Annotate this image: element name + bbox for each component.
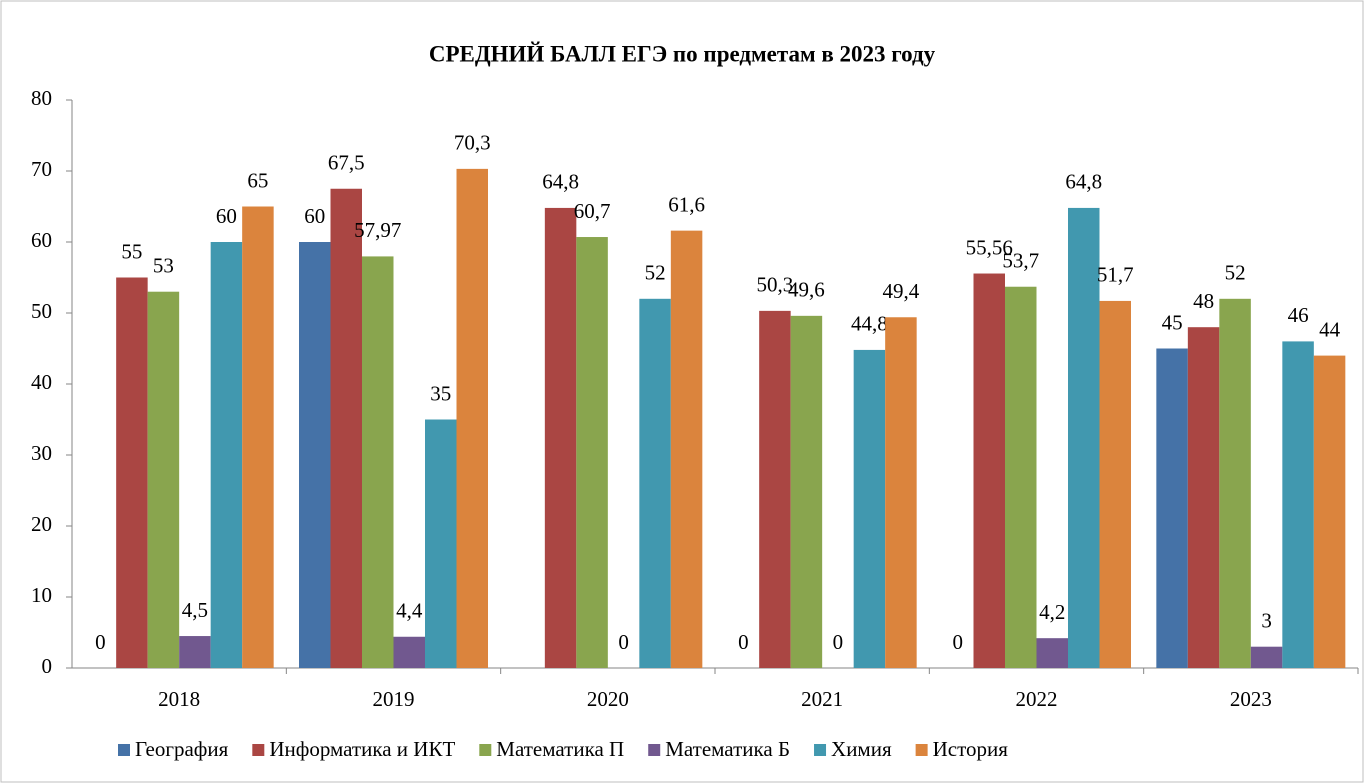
y-tick-label: 10 <box>31 583 52 607</box>
data-label: 55 <box>121 239 142 263</box>
bar <box>1068 207 1100 669</box>
data-label: 48 <box>1193 289 1214 313</box>
bar <box>1313 355 1346 668</box>
bar <box>576 237 608 668</box>
bar <box>1250 646 1283 668</box>
data-label: 0 <box>95 630 106 654</box>
bar <box>1036 638 1068 668</box>
data-label: 64,8 <box>542 170 579 194</box>
data-label: 46 <box>1288 303 1309 327</box>
data-label: 50,3 <box>757 273 794 297</box>
data-label: 64,8 <box>1065 170 1102 194</box>
data-label: 60 <box>216 204 237 228</box>
legend-label: История <box>933 737 1009 761</box>
data-label: 53 <box>153 254 174 278</box>
data-label: 65 <box>247 168 268 192</box>
bar <box>670 230 703 668</box>
data-label: 4,4 <box>396 599 423 623</box>
data-label: 61,6 <box>668 192 705 216</box>
bar <box>362 256 394 668</box>
bar <box>853 349 886 668</box>
legend-label: Математика Б <box>665 737 790 761</box>
legend-label: Химия <box>831 737 892 761</box>
legend-swatch <box>479 744 492 756</box>
data-label: 45 <box>1162 310 1183 334</box>
bar <box>1219 298 1251 668</box>
legend-label: Информатика и ИКТ <box>269 737 455 761</box>
bar <box>1005 286 1037 668</box>
chart-title: СРЕДНИЙ БАЛЛ ЕГЭ по предметам в 2023 год… <box>429 41 936 66</box>
data-label: 49,4 <box>883 279 920 303</box>
data-label: 0 <box>833 630 844 654</box>
x-tick-label: 2021 <box>801 687 843 711</box>
data-label: 35 <box>430 381 451 405</box>
legend-swatch <box>915 744 928 756</box>
bar <box>639 298 671 668</box>
x-tick-label: 2018 <box>158 687 200 711</box>
bar <box>147 291 180 668</box>
data-label: 60,7 <box>574 199 611 223</box>
data-label: 0 <box>953 630 964 654</box>
legend-swatch <box>252 744 265 756</box>
data-label: 57,97 <box>354 218 401 242</box>
bar <box>330 188 362 668</box>
bar <box>1156 348 1188 668</box>
data-label: 0 <box>738 630 749 654</box>
data-label: 44,8 <box>851 312 888 336</box>
data-label: 3 <box>1261 609 1272 633</box>
y-tick-label: 60 <box>31 228 52 252</box>
data-label: 44 <box>1319 317 1341 341</box>
y-tick-label: 30 <box>31 441 52 465</box>
bar <box>242 206 274 668</box>
data-label: 52 <box>1225 261 1246 285</box>
data-label: 4,5 <box>182 598 208 622</box>
data-label: 70,3 <box>454 131 491 155</box>
x-tick-label: 2023 <box>1230 687 1272 711</box>
bar <box>790 315 823 668</box>
bar <box>1282 341 1314 668</box>
y-tick-label: 40 <box>31 370 52 394</box>
bar <box>973 273 1005 668</box>
data-label: 52 <box>645 261 666 285</box>
y-tick-label: 70 <box>31 157 52 181</box>
bar <box>299 242 331 668</box>
bar <box>425 419 457 668</box>
x-tick-label: 2019 <box>373 687 415 711</box>
bar <box>393 636 425 668</box>
data-label: 4,2 <box>1039 600 1065 624</box>
bar <box>1187 327 1220 668</box>
data-label: 55,56 <box>966 235 1013 259</box>
data-label: 67,5 <box>328 151 365 175</box>
bar <box>544 207 577 669</box>
x-tick-label: 2020 <box>587 687 629 711</box>
bar <box>759 310 791 668</box>
y-tick-label: 50 <box>31 299 52 323</box>
bar <box>179 636 211 668</box>
y-tick-label: 20 <box>31 512 52 536</box>
bar <box>885 317 917 668</box>
legend-label: Математика П <box>496 737 624 761</box>
legend-label: География <box>135 737 229 761</box>
legend-swatch <box>118 744 130 756</box>
y-tick-label: 0 <box>42 654 53 678</box>
bar <box>116 277 148 668</box>
legend-swatch <box>648 744 661 756</box>
data-label: 49,6 <box>788 278 825 302</box>
x-tick-label: 2022 <box>1016 687 1058 711</box>
legend-swatch <box>814 744 827 756</box>
data-label: 60 <box>304 204 325 228</box>
data-label: 0 <box>618 630 629 654</box>
bar <box>210 242 243 668</box>
bar <box>1099 300 1131 668</box>
data-label: 53,7 <box>1002 249 1039 273</box>
data-label: 51,7 <box>1097 263 1134 287</box>
bar <box>456 168 488 668</box>
y-tick-label: 80 <box>31 86 52 110</box>
